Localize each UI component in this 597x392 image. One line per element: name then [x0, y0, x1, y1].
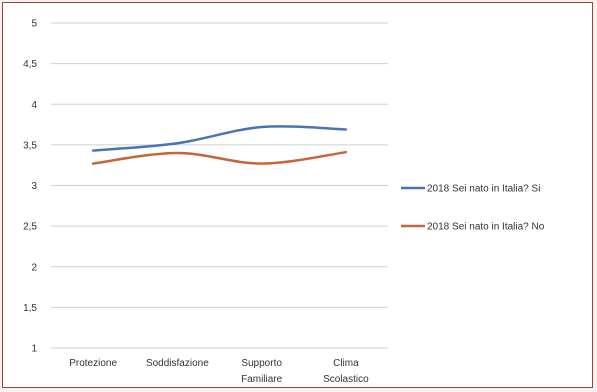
- x-category-label: Protezione: [69, 358, 117, 369]
- y-axis-ticks: 1 1,5 2 2,5 3 3,5 4 4,5 5: [23, 19, 37, 355]
- x-category-label: Soddisfazione: [146, 358, 209, 369]
- chart-frame: 1 1,5 2 2,5 3 3,5 4 4,5 5 Protezione Soddisfazion…: [2, 2, 593, 388]
- legend-label: 2018 Sei nato in Italia? Si: [427, 184, 540, 195]
- y-tick-label: 4: [31, 100, 37, 111]
- x-category-label: Clima Scolastico: [323, 358, 369, 385]
- series-line-1: [91, 125, 348, 152]
- y-tick-label: 4,5: [23, 59, 37, 70]
- y-tick-label: 2,5: [23, 222, 37, 233]
- series-line-2: [91, 150, 348, 165]
- legend: 2018 Sei nato in Italia? Si 2018 Sei nato…: [401, 184, 545, 233]
- x-category-label: Supporto Familiare: [241, 358, 283, 385]
- legend-label: 2018 Sei nato in Italia? No: [427, 222, 545, 233]
- y-tick-label: 2: [31, 262, 37, 273]
- gridlines: [51, 22, 388, 349]
- y-tick-label: 1,5: [23, 303, 37, 314]
- y-tick-label: 5: [31, 19, 37, 30]
- y-tick-label: 3,5: [23, 140, 37, 151]
- line-chart: 1 1,5 2 2,5 3 3,5 4 4,5 5 Protezione Soddisfazion…: [23, 19, 545, 386]
- series-lines: [91, 125, 348, 165]
- x-axis-categories: Protezione Soddisfazione Supporto Familiare…: [69, 358, 369, 385]
- y-tick-label: 3: [31, 181, 37, 192]
- y-tick-label: 1: [31, 344, 37, 355]
